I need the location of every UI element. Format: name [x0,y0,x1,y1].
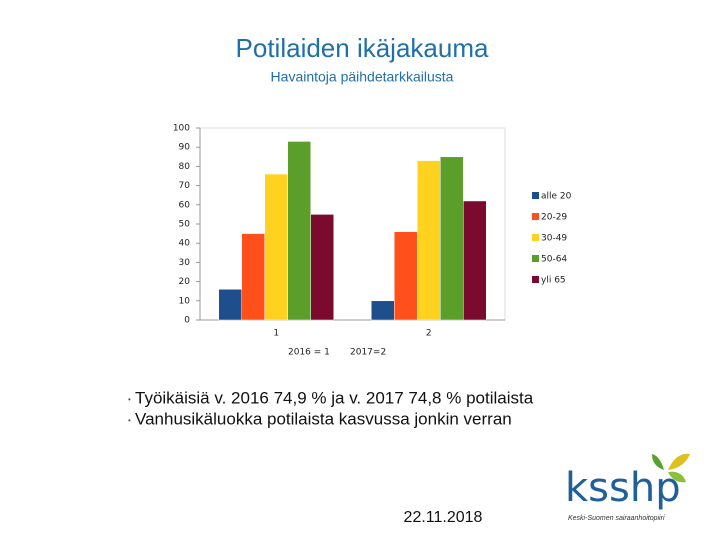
legend-swatch [532,213,539,220]
y-tick-label: 70 [179,181,191,191]
bar [440,156,464,321]
annotation: 2016 = 1 [288,348,330,358]
legend-label: 20-29 [541,213,567,223]
legend-label: alle 20 [541,192,572,202]
y-tick-label: 30 [179,258,191,268]
bar [287,141,311,321]
legend-swatch [532,276,539,283]
chart-title: Potilaiden ikäjakauma [236,33,489,63]
logo-wing [668,471,686,483]
bullet-text: Työikäisiä v. 2016 74,9 % ja v. 2017 74,… [135,388,534,407]
y-tick-label: 20 [179,277,191,287]
y-tick-label: 10 [179,296,191,306]
legend-label: 30-49 [541,234,567,244]
logo-tagline: Keski-Suomen sairaanhoitopiiri [568,515,665,522]
logo-text: ksshp [565,465,681,511]
bullet-text: Vanhusikäluokka potilaista kasvussa jonk… [135,409,512,428]
bar [310,214,334,321]
logo: ksshp Keski-Suomen sairaanhoitopiiri [565,453,690,522]
y-tick-label: 50 [179,220,191,230]
bullet: • [128,395,131,404]
x-tick-label: 1 [273,329,279,339]
bar [463,200,487,321]
date: 22.11.2018 [404,509,483,526]
bar [241,233,265,321]
legend-swatch [532,234,539,241]
logo-wing [668,453,690,470]
legend-label: 50-64 [541,255,567,265]
y-tick-label: 100 [173,124,190,134]
bar [218,289,242,321]
bullet: • [128,416,131,425]
y-tick-label: 40 [179,239,191,249]
annotation: 2017=2 [350,348,386,358]
y-tick-label: 90 [179,143,191,153]
y-tick-label: 80 [179,162,191,172]
y-tick-label: 0 [184,316,190,326]
bar [371,300,395,321]
y-tick-label: 60 [179,200,191,210]
legend-swatch [532,192,539,199]
legend-label: yli 65 [541,276,566,286]
chart-subtitle: Havaintoja päihdetarkkailusta [271,69,454,85]
bar [394,231,418,321]
logo-wing [652,454,664,470]
legend-swatch [532,255,539,262]
x-tick-label: 2 [426,329,432,339]
bar [264,173,288,321]
bar [417,160,441,321]
